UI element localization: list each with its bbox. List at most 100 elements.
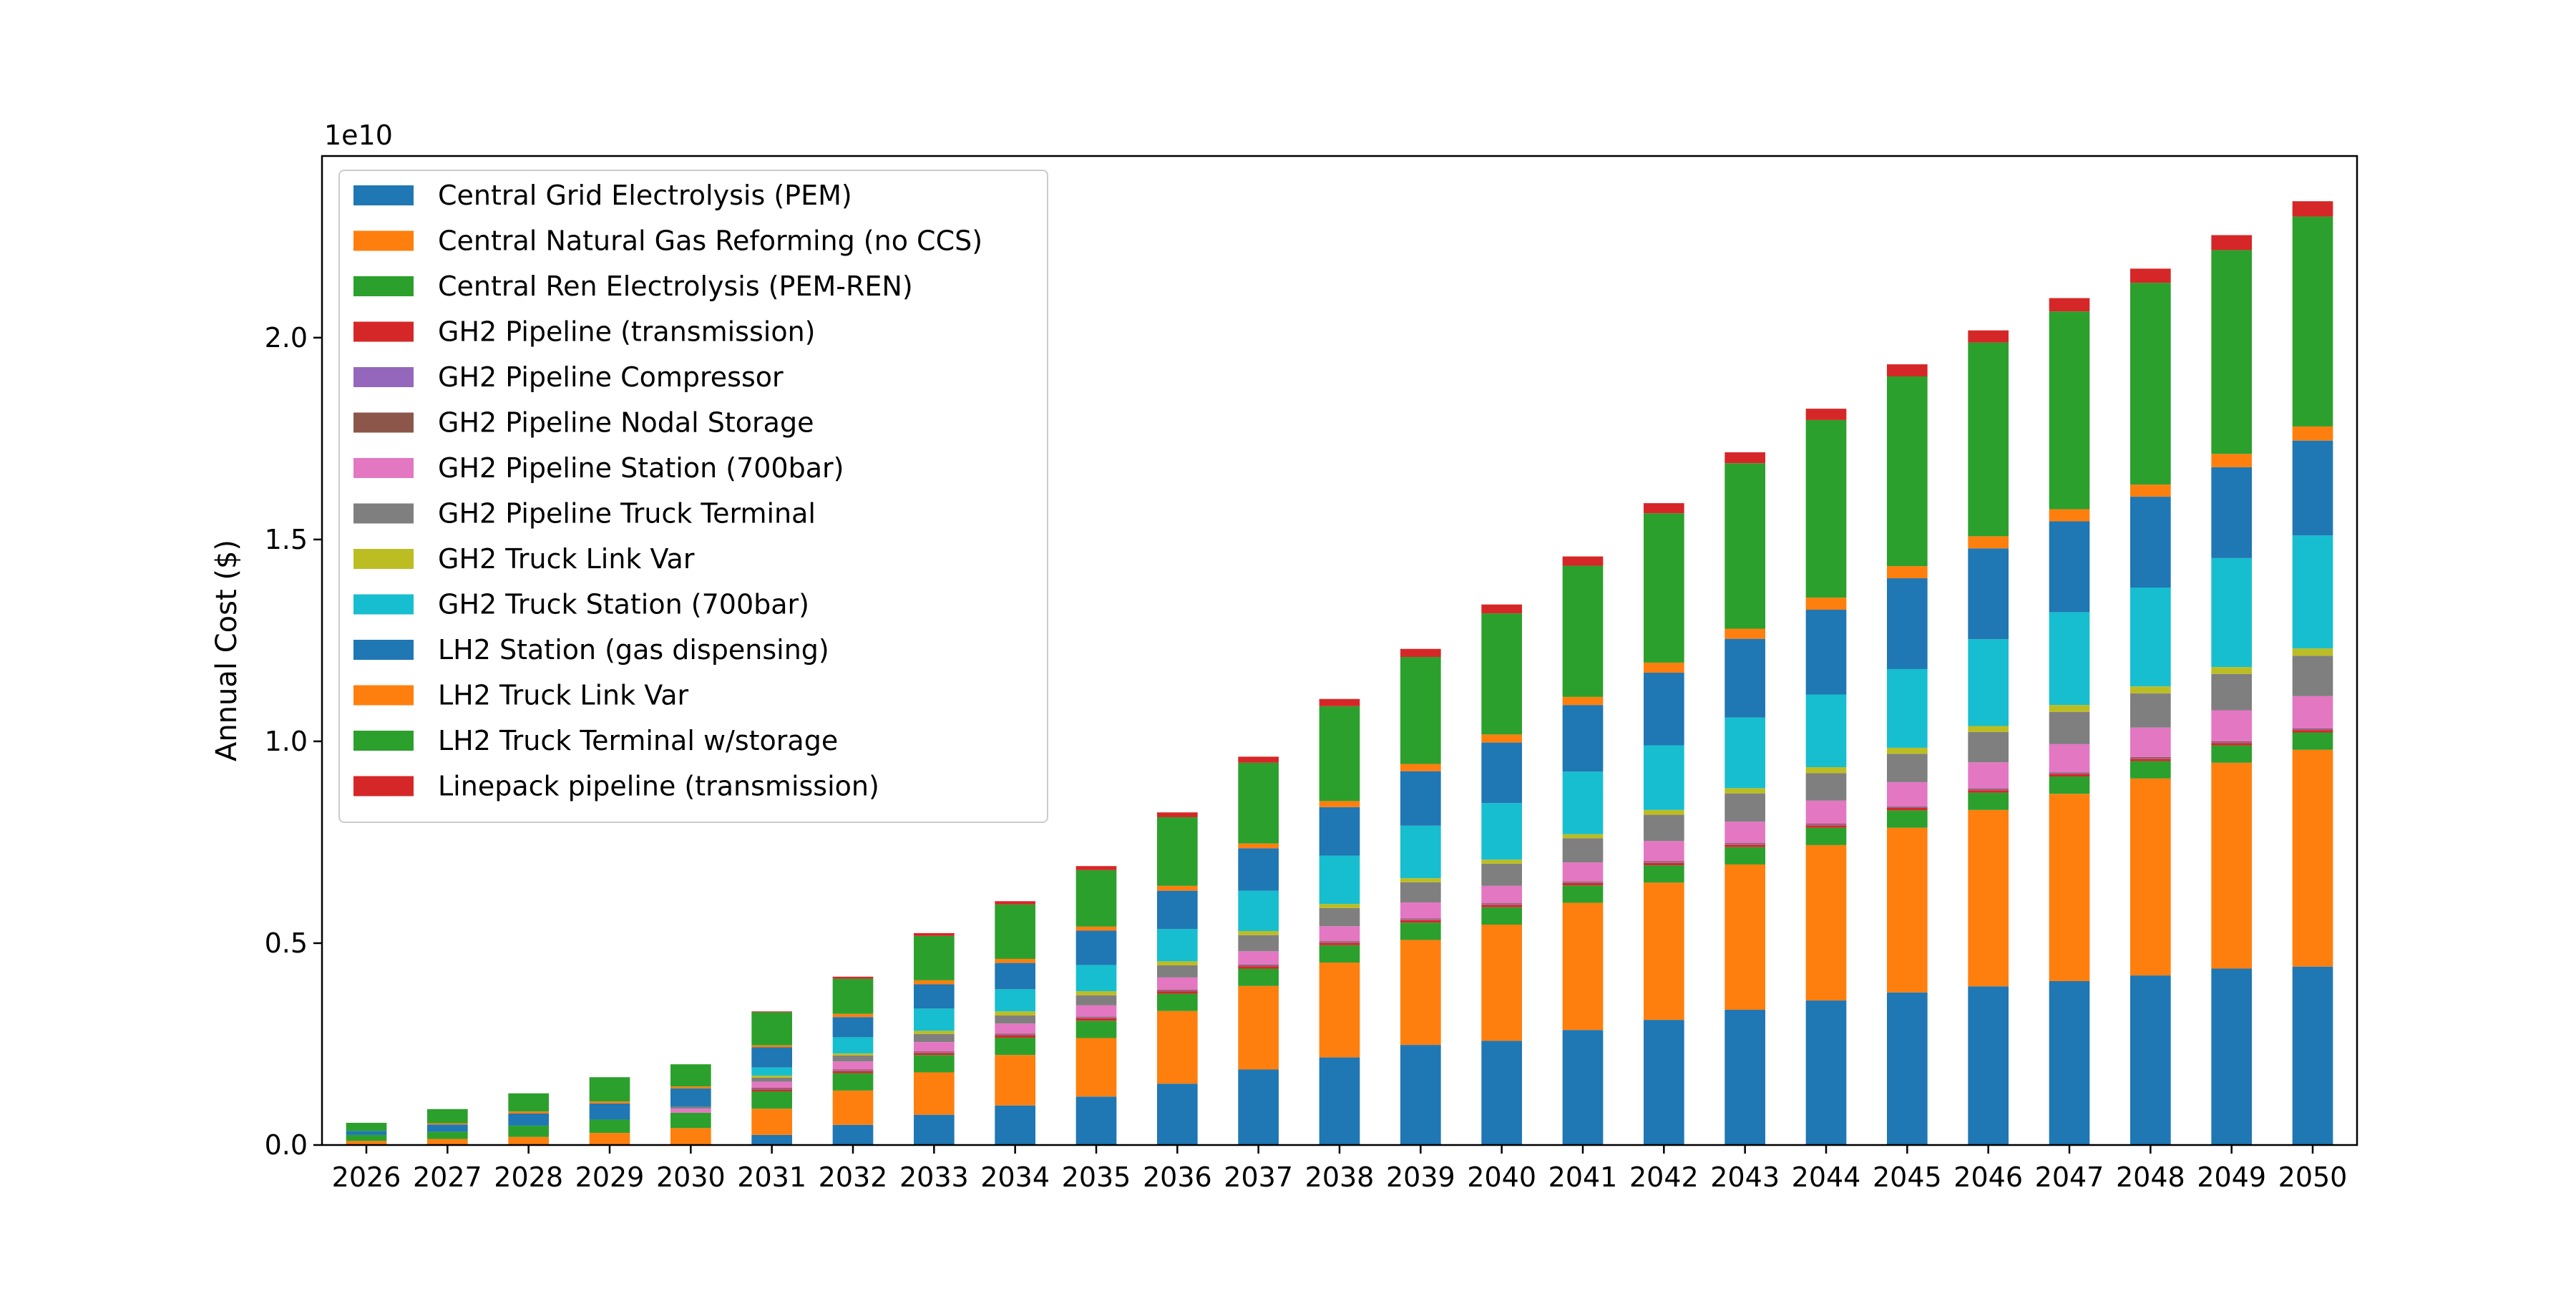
- bar-segment-2040-12: [1481, 613, 1522, 735]
- bar-segment-2038-6: [1319, 926, 1360, 942]
- bar-segment-2040-9: [1481, 803, 1522, 860]
- bar-segment-2043-10: [1724, 638, 1765, 718]
- bar-segment-2038-8: [1319, 904, 1360, 908]
- x-tick-label: 2037: [1224, 1161, 1293, 1193]
- bar-segment-2040-5: [1481, 903, 1522, 905]
- bar-segment-2037-11: [1238, 843, 1279, 849]
- bar-segment-2030-6: [670, 1109, 711, 1113]
- legend-swatch: [353, 685, 414, 706]
- bar-segment-2050-13: [2292, 201, 2333, 217]
- bar-segment-2048-3: [2130, 759, 2171, 761]
- bar-segment-2032-12: [832, 978, 874, 1014]
- x-tick-label: 2029: [575, 1161, 645, 1193]
- bar-segment-2037-1: [1238, 985, 1279, 1070]
- bar-segment-2029-1: [589, 1133, 630, 1145]
- bar-segment-2048-2: [2130, 761, 2171, 779]
- x-tick-label: 2040: [1467, 1161, 1536, 1193]
- bar-segment-2031-6: [751, 1081, 792, 1088]
- bar-segment-2045-10: [1887, 578, 1928, 669]
- x-tick-label: 2048: [2116, 1161, 2185, 1193]
- bar-segment-2030-7: [670, 1106, 711, 1109]
- bar-segment-2035-8: [1075, 991, 1117, 995]
- bar-segment-2045-9: [1887, 668, 1928, 748]
- bar-segment-2044-10: [1805, 610, 1847, 695]
- bar-segment-2031-10: [751, 1047, 792, 1068]
- bar-segment-2047-8: [2049, 705, 2090, 712]
- bar-segment-2036-3: [1157, 991, 1198, 994]
- bar-segment-2041-2: [1562, 885, 1604, 903]
- x-tick-label: 2044: [1792, 1161, 1861, 1193]
- bar-segment-2048-8: [2130, 686, 2171, 693]
- bar-segment-2033-6: [914, 1042, 955, 1052]
- bar-segment-2034-4: [995, 1034, 1035, 1036]
- bar-segment-2027-2: [427, 1131, 468, 1139]
- bar-segment-2045-2: [1887, 810, 1928, 828]
- bar-segment-2040-2: [1481, 907, 1522, 925]
- bar-segment-2039-6: [1400, 902, 1441, 919]
- legend-entry-label: GH2 Truck Link Var: [438, 543, 695, 575]
- bar-segment-2031-7: [751, 1077, 792, 1082]
- bar-segment-2035-5: [1075, 1016, 1117, 1018]
- bar-segment-2043-0: [1724, 1010, 1765, 1145]
- bar-segment-2048-9: [2130, 588, 2171, 687]
- bar-segment-2038-13: [1319, 698, 1360, 706]
- bar-segment-2049-6: [2211, 710, 2252, 741]
- bar-segment-2033-10: [914, 984, 955, 1009]
- x-tick-label: 2043: [1710, 1161, 1780, 1193]
- bar-segment-2039-0: [1400, 1045, 1441, 1145]
- bar-segment-2046-2: [1968, 792, 2009, 810]
- bar-segment-2046-10: [1968, 548, 2009, 640]
- bar-segment-2039-12: [1400, 657, 1441, 764]
- bar-segment-2047-4: [2049, 773, 2090, 774]
- bar-segment-2048-12: [2130, 283, 2171, 485]
- bar-segment-2049-3: [2211, 743, 2252, 746]
- bar-segment-2039-10: [1400, 771, 1441, 826]
- y-axis-label: Annual Cost ($): [210, 540, 243, 761]
- x-tick-label: 2027: [413, 1161, 482, 1193]
- bar-segment-2038-3: [1319, 942, 1360, 945]
- y-tick-label: 1.5: [265, 524, 308, 555]
- bar-segment-2045-13: [1887, 364, 1928, 376]
- bar-segment-2033-9: [914, 1008, 955, 1031]
- bar-segment-2029-11: [589, 1101, 630, 1104]
- bar-segment-2037-2: [1238, 968, 1279, 986]
- bar-segment-2047-1: [2049, 794, 2090, 981]
- bar-segment-2041-9: [1562, 771, 1604, 834]
- legend-swatch: [353, 503, 414, 524]
- y-tick-label: 1.0: [265, 726, 308, 757]
- bar-segment-2040-7: [1481, 863, 1522, 886]
- bar-segment-2026-2: [346, 1134, 387, 1141]
- bar-segment-2044-1: [1805, 844, 1847, 1001]
- bar-segment-2039-9: [1400, 825, 1441, 879]
- bar-segment-2042-8: [1644, 809, 1684, 815]
- bar-segment-2043-13: [1724, 452, 1765, 464]
- bar-segment-2030-12: [670, 1064, 711, 1087]
- bar-segment-2046-1: [1968, 809, 2009, 987]
- bar-segment-2033-4: [914, 1052, 955, 1053]
- bar-segment-2041-4: [1562, 882, 1604, 883]
- bar-segment-2038-11: [1319, 801, 1360, 807]
- bar-segment-2041-8: [1562, 834, 1604, 839]
- bar-segment-2045-7: [1887, 754, 1928, 782]
- legend-swatch: [353, 276, 414, 296]
- bar-segment-2037-12: [1238, 762, 1279, 844]
- legend-entry-label: LH2 Station (gas dispensing): [438, 634, 829, 666]
- bar-segment-2045-4: [1887, 807, 1928, 808]
- bar-segment-2041-7: [1562, 838, 1604, 863]
- bar-segment-2041-1: [1562, 902, 1604, 1031]
- x-tick-label: 2042: [1629, 1161, 1699, 1193]
- bar-segment-2035-2: [1075, 1020, 1117, 1038]
- bar-segment-2034-9: [995, 989, 1035, 1012]
- legend-entry-label: GH2 Pipeline Station (700bar): [438, 452, 844, 484]
- bar-segment-2035-6: [1075, 1005, 1117, 1017]
- bar-segment-2029-12: [589, 1077, 630, 1102]
- bar-segment-2049-13: [2211, 235, 2252, 250]
- plot-frame: [321, 155, 2358, 1146]
- x-tick-label: 2050: [2278, 1161, 2348, 1193]
- bar-segment-2033-11: [914, 980, 955, 985]
- bar-segment-2038-12: [1319, 706, 1360, 802]
- bar-segment-2032-3: [832, 1071, 874, 1073]
- bar-segment-2031-1: [751, 1109, 792, 1135]
- bar-segment-2041-12: [1562, 565, 1604, 697]
